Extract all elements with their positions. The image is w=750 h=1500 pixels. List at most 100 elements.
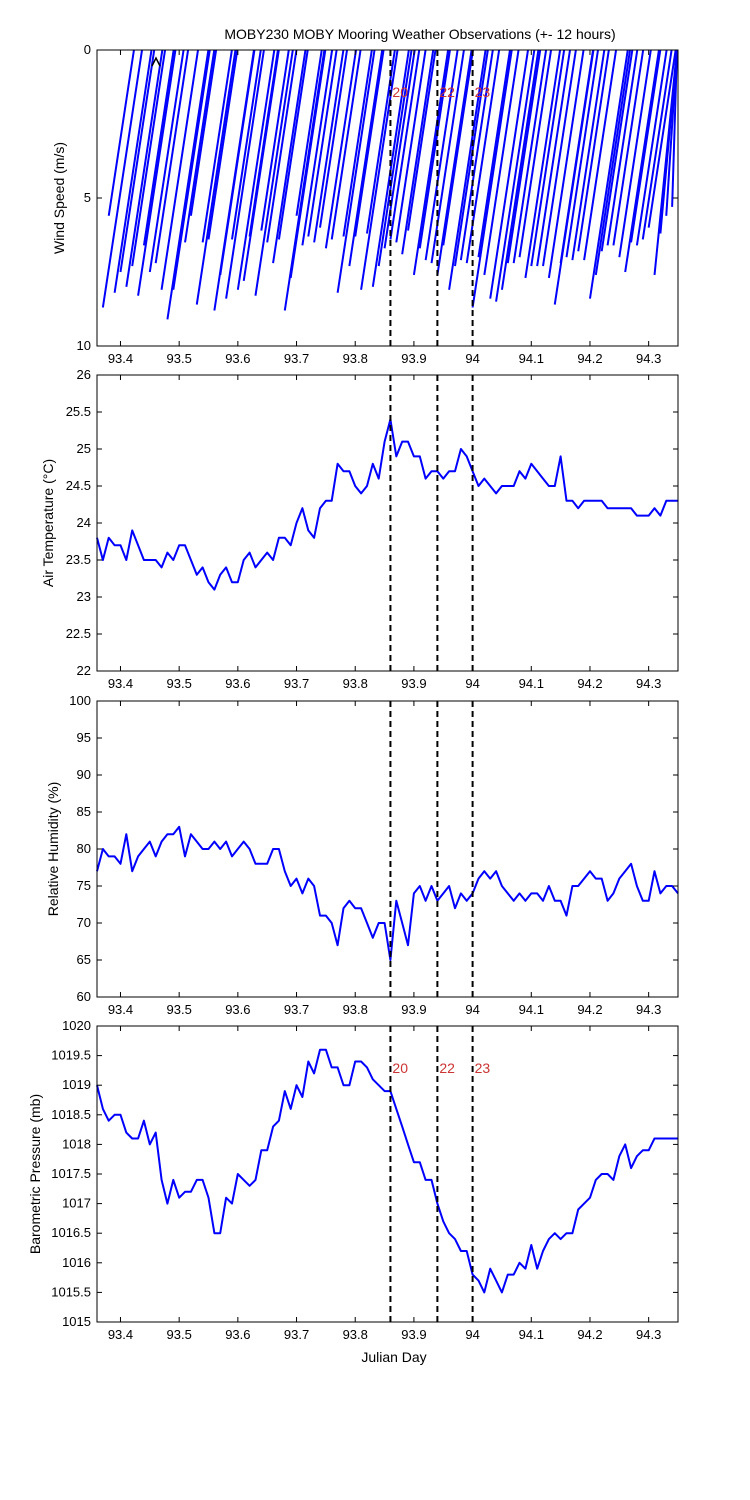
wind-vector bbox=[360, 49, 399, 290]
x-tick-label: 93.7 bbox=[284, 1327, 309, 1342]
wind-vector bbox=[178, 49, 211, 249]
y-tick-label: 22.5 bbox=[66, 626, 91, 641]
wind-vector bbox=[571, 49, 606, 261]
wind-vector bbox=[577, 49, 610, 252]
y-tick-label: 26 bbox=[77, 367, 91, 382]
x-tick-label: 93.7 bbox=[284, 676, 309, 691]
y-tick-label: 1017.5 bbox=[51, 1166, 91, 1181]
wind-speed-vectors bbox=[101, 49, 678, 320]
wind-vector bbox=[588, 49, 629, 299]
wind-vector bbox=[500, 49, 540, 290]
x-tick-label: 94 bbox=[465, 1327, 479, 1342]
wind-vector bbox=[154, 49, 190, 264]
series-line bbox=[96, 825, 679, 961]
x-tick-label: 93.9 bbox=[401, 1327, 426, 1342]
wind-vector bbox=[424, 49, 459, 261]
x-tick-label: 93.6 bbox=[225, 351, 250, 366]
wind-speed-panel: 20 22 23 93.4 93.5 93.6 93.7 93.8 93.9 94 94.1 94.… bbox=[51, 42, 679, 366]
y-tick-label: 1020 bbox=[62, 1018, 91, 1033]
x-tick-label: 93.9 bbox=[401, 1002, 426, 1017]
wind-vector bbox=[260, 49, 290, 231]
wind-vector bbox=[330, 49, 362, 240]
air-temperature-panel: 93.4 93.5 93.6 93.7 93.8 93.9 94 94.1 94.2 94.3 22… bbox=[40, 367, 679, 691]
x-tick-label: 94.1 bbox=[519, 351, 544, 366]
marker-label: 22 bbox=[439, 1060, 455, 1076]
x-tick-label: 93.4 bbox=[108, 676, 133, 691]
y-tick-label: 95 bbox=[77, 730, 91, 745]
x-tick-label: 94 bbox=[465, 351, 479, 366]
wind-vector bbox=[219, 49, 256, 276]
air-temperature-series bbox=[96, 418, 678, 591]
x-tick-label: 94.1 bbox=[519, 1327, 544, 1342]
x-tick-label: 93.7 bbox=[284, 1002, 309, 1017]
wind-vector bbox=[624, 49, 660, 273]
wind-vector bbox=[512, 49, 548, 264]
wind-vector bbox=[137, 49, 177, 296]
y-tick-label: 1018.5 bbox=[51, 1107, 91, 1122]
x-tick-label: 93.5 bbox=[167, 1002, 192, 1017]
x-tick-label: 94.1 bbox=[519, 1002, 544, 1017]
y-tick-label: 25.5 bbox=[66, 404, 91, 419]
wind-speed-ticks: 93.4 93.5 93.6 93.7 93.8 93.9 94 94.1 94.2 94.3 0 5… bbox=[77, 42, 678, 366]
x-tick-label: 93.9 bbox=[401, 676, 426, 691]
wind-vector bbox=[542, 49, 577, 267]
x-tick-label: 93.8 bbox=[343, 1002, 368, 1017]
wind-vector bbox=[495, 49, 536, 302]
x-tick-label: 94 bbox=[465, 676, 479, 691]
marker-label: 23 bbox=[475, 84, 491, 100]
y-tick-label: 75 bbox=[77, 878, 91, 893]
wind-vector bbox=[201, 49, 233, 243]
wind-vector bbox=[184, 49, 216, 243]
wind-vector bbox=[641, 49, 673, 240]
wind-vector bbox=[301, 49, 334, 246]
wind-vector bbox=[324, 49, 358, 249]
y-tick-label: 24 bbox=[77, 515, 91, 530]
wind-vector bbox=[635, 49, 668, 246]
x-tick-label: 94.2 bbox=[577, 1327, 602, 1342]
y-tick-label: 60 bbox=[77, 989, 91, 1004]
wind-vector bbox=[342, 49, 373, 237]
wind-vector bbox=[612, 49, 645, 246]
series-line bbox=[96, 418, 678, 591]
wind-vector bbox=[319, 49, 348, 228]
wind-vector bbox=[418, 49, 451, 249]
wind-vector bbox=[594, 49, 632, 276]
wind-vector bbox=[277, 49, 309, 240]
wind-vector bbox=[131, 49, 167, 267]
wind-vector bbox=[430, 49, 465, 264]
y-tick-label: 1019 bbox=[62, 1077, 91, 1092]
wind-vector bbox=[148, 49, 185, 273]
x-tick-label: 94.3 bbox=[636, 1327, 661, 1342]
y-tick-label: 25 bbox=[77, 441, 91, 456]
wind-vector bbox=[518, 49, 553, 258]
barometric-pressure-panel: 20 22 23 93.4 93.5 93.6 93.7 93.8 93.9 94 94.1 94.… bbox=[27, 1018, 679, 1365]
x-tick-label: 94.3 bbox=[636, 351, 661, 366]
relative-humidity-series bbox=[96, 825, 679, 961]
series-line bbox=[96, 1048, 678, 1294]
wind-vector bbox=[248, 49, 279, 237]
x-tick-label: 93.5 bbox=[167, 676, 192, 691]
y-tick-label: 22 bbox=[77, 663, 91, 678]
x-tick-label: 93.5 bbox=[167, 351, 192, 366]
marker-label: 22 bbox=[439, 84, 455, 100]
wind-vector bbox=[506, 49, 542, 264]
wind-vector bbox=[307, 49, 338, 237]
x-tick-label: 94.1 bbox=[519, 676, 544, 691]
y-tick-label: 5 bbox=[84, 190, 91, 205]
y-tick-label: 1015 bbox=[62, 1314, 91, 1329]
wind-vector bbox=[189, 49, 218, 216]
arrowhead-icon bbox=[151, 56, 161, 67]
wind-vector bbox=[454, 49, 489, 267]
x-tick-label: 94.3 bbox=[636, 1002, 661, 1017]
x-tick-label: 93.4 bbox=[108, 351, 133, 366]
wind-vector bbox=[125, 49, 164, 287]
wind-vector bbox=[313, 49, 345, 243]
barometric-pressure-series bbox=[96, 1048, 678, 1294]
x-tick-label: 94.2 bbox=[577, 351, 602, 366]
wind-vector bbox=[142, 49, 175, 246]
wind-speed-ylabel: Wind Speed (m/s) bbox=[51, 142, 67, 254]
wind-vector bbox=[354, 49, 385, 237]
y-tick-label: 80 bbox=[77, 841, 91, 856]
y-tick-label: 1019.5 bbox=[51, 1048, 91, 1063]
